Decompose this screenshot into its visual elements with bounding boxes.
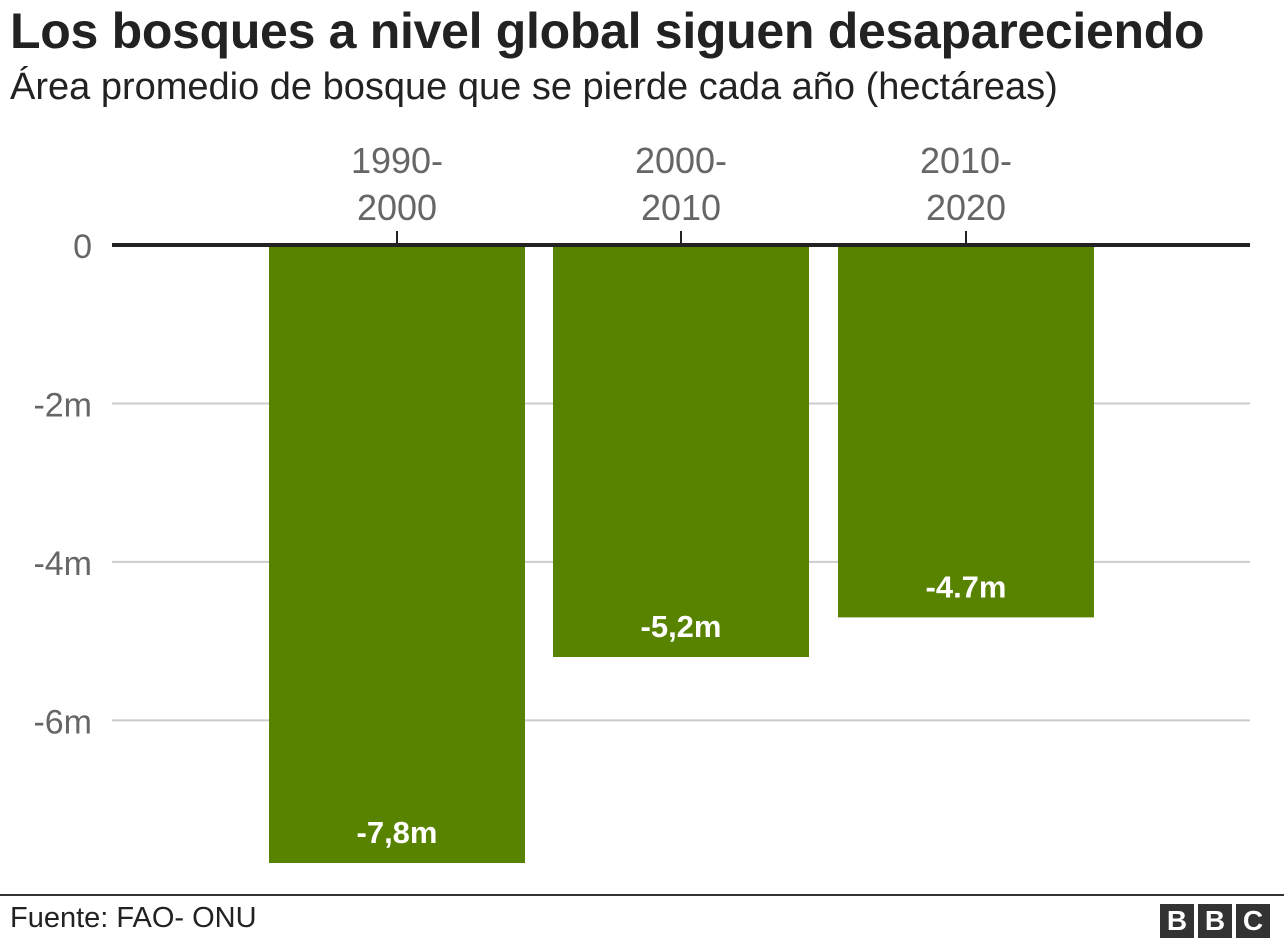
bbc-logo-letter: C — [1236, 904, 1270, 938]
y-tick-label: -6m — [33, 703, 92, 741]
source-note: Fuente: FAO- ONU — [10, 902, 257, 934]
x-tick-label: 1990- — [351, 140, 443, 181]
footer-divider — [0, 894, 1284, 896]
bar — [553, 245, 809, 657]
bbc-logo-letter: B — [1198, 904, 1232, 938]
x-tick-label: 2020 — [926, 187, 1006, 228]
x-tick-label: 2000- — [635, 140, 727, 181]
bbc-logo-letter: B — [1160, 904, 1194, 938]
chart-subtitle: Área promedio de bosque que se pierde ca… — [10, 66, 1058, 108]
chart-title: Los bosques a nivel global siguen desapa… — [10, 3, 1205, 59]
data-label: -4.7m — [926, 569, 1007, 604]
bar — [269, 245, 525, 863]
data-label: -7,8m — [357, 815, 438, 850]
x-tick-label: 2010 — [641, 187, 721, 228]
data-label: -5,2m — [641, 609, 722, 644]
y-tick-label: 0 — [73, 228, 92, 266]
x-tick-label: 2010- — [920, 140, 1012, 181]
bbc-logo: B B C — [1160, 904, 1270, 938]
y-tick-label: -4m — [33, 545, 92, 583]
x-tick-label: 2000 — [357, 187, 437, 228]
y-tick-label: -2m — [33, 386, 92, 424]
bar — [838, 245, 1094, 618]
